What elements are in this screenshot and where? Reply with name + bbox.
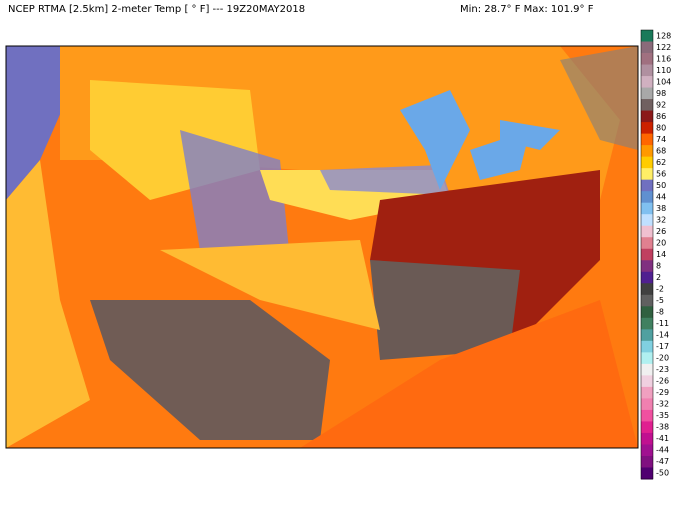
- colorbar-swatch: [641, 145, 653, 158]
- colorbar-label: 104: [656, 77, 671, 86]
- colorbar-swatch: [641, 444, 653, 457]
- colorbar-swatch: [641, 214, 653, 227]
- colorbar-frame: [640, 29, 654, 480]
- colorbar-swatch: [641, 202, 653, 215]
- colorbar-swatch: [641, 363, 653, 376]
- colorbar-label: 80: [656, 123, 666, 132]
- colorbar-swatch: [641, 455, 653, 468]
- colorbar-swatch: [641, 168, 653, 181]
- colorbar-label: 56: [656, 169, 666, 178]
- colorbar-label: 50: [656, 181, 666, 190]
- colorbar-label: 86: [656, 112, 666, 121]
- colorbar-label: -14: [656, 331, 669, 340]
- colorbar-label: -26: [656, 377, 669, 386]
- colorbar-swatch: [641, 306, 653, 319]
- colorbar-swatch: [641, 179, 653, 192]
- colorbar-swatch: [641, 398, 653, 411]
- colorbar: 128 122 116 110 104 98 92 86 80 74 68 62 56 50 44 38 32 2…: [640, 29, 671, 480]
- colorbar-label: 44: [656, 192, 666, 201]
- colorbar-swatch: [641, 317, 653, 330]
- colorbar-label: -38: [656, 423, 669, 432]
- colorbar-swatch: [641, 294, 653, 307]
- colorbar-swatch: [641, 225, 653, 238]
- colorbar-swatch: [641, 271, 653, 284]
- colorbar-label: -11: [656, 319, 669, 328]
- colorbar-label: 92: [656, 100, 666, 109]
- colorbar-label: 110: [656, 66, 671, 75]
- colorbar-label: 68: [656, 146, 666, 155]
- colorbar-swatch: [641, 386, 653, 399]
- map-title: NCEP RTMA [2.5km] 2-meter Temp [ ° F] --…: [8, 4, 305, 15]
- colorbar-label: -20: [656, 354, 669, 363]
- colorbar-label: 32: [656, 215, 666, 224]
- colorbar-label: -5: [656, 296, 664, 305]
- colorbar-swatch: [641, 329, 653, 342]
- colorbar-swatch: [641, 191, 653, 204]
- colorbar-swatch: [641, 41, 653, 54]
- colorbar-label: 2: [656, 273, 661, 282]
- colorbar-label: -35: [656, 411, 669, 420]
- colorbar-label: 116: [656, 54, 671, 63]
- colorbar-swatch: [641, 53, 653, 66]
- colorbar-swatch: [641, 87, 653, 100]
- colorbar-label: 38: [656, 204, 666, 213]
- colorbar-label: 8: [656, 262, 661, 271]
- colorbar-swatch: [641, 64, 653, 77]
- colorbar-label: -32: [656, 400, 669, 409]
- colorbar-swatch: [641, 237, 653, 250]
- colorbar-label: -47: [656, 457, 669, 466]
- colorbar-swatch: [641, 76, 653, 89]
- colorbar-label: -23: [656, 365, 669, 374]
- colorbar-swatch: [641, 467, 653, 480]
- min-max: Min: 28.7° F Max: 101.9° F: [460, 4, 594, 15]
- colorbar-swatch: [641, 260, 653, 273]
- colorbar-label: -29: [656, 388, 669, 397]
- colorbar-swatch: [641, 122, 653, 135]
- colorbar-label: 14: [656, 250, 666, 259]
- colorbar-label: 128: [656, 31, 671, 40]
- colorbar-label: -41: [656, 434, 669, 443]
- colorbar-swatch: [641, 409, 653, 422]
- colorbar-label: 98: [656, 89, 666, 98]
- map: [5, 45, 639, 449]
- colorbar-swatch: [641, 432, 653, 445]
- colorbar-swatch: [641, 133, 653, 146]
- colorbar-label: 74: [656, 135, 666, 144]
- colorbar-swatch: [641, 99, 653, 112]
- colorbar-label: 20: [656, 238, 666, 247]
- colorbar-swatch: [641, 30, 653, 43]
- colorbar-swatch: [641, 110, 653, 123]
- colorbar-label: -8: [656, 308, 664, 317]
- colorbar-swatch: [641, 248, 653, 261]
- colorbar-label: -2: [656, 285, 664, 294]
- colorbar-label: 122: [656, 43, 671, 52]
- colorbar-swatch: [641, 375, 653, 388]
- colorbar-label: 26: [656, 227, 666, 236]
- colorbar-swatch: [641, 283, 653, 296]
- colorbar-label: -44: [656, 446, 669, 455]
- colorbar-label: 62: [656, 158, 666, 167]
- colorbar-swatch: [641, 156, 653, 169]
- colorbar-label: -50: [656, 469, 669, 478]
- colorbar-swatch: [641, 340, 653, 353]
- colorbar-swatch: [641, 352, 653, 365]
- colorbar-swatch: [641, 421, 653, 434]
- colorbar-label: -17: [656, 342, 669, 351]
